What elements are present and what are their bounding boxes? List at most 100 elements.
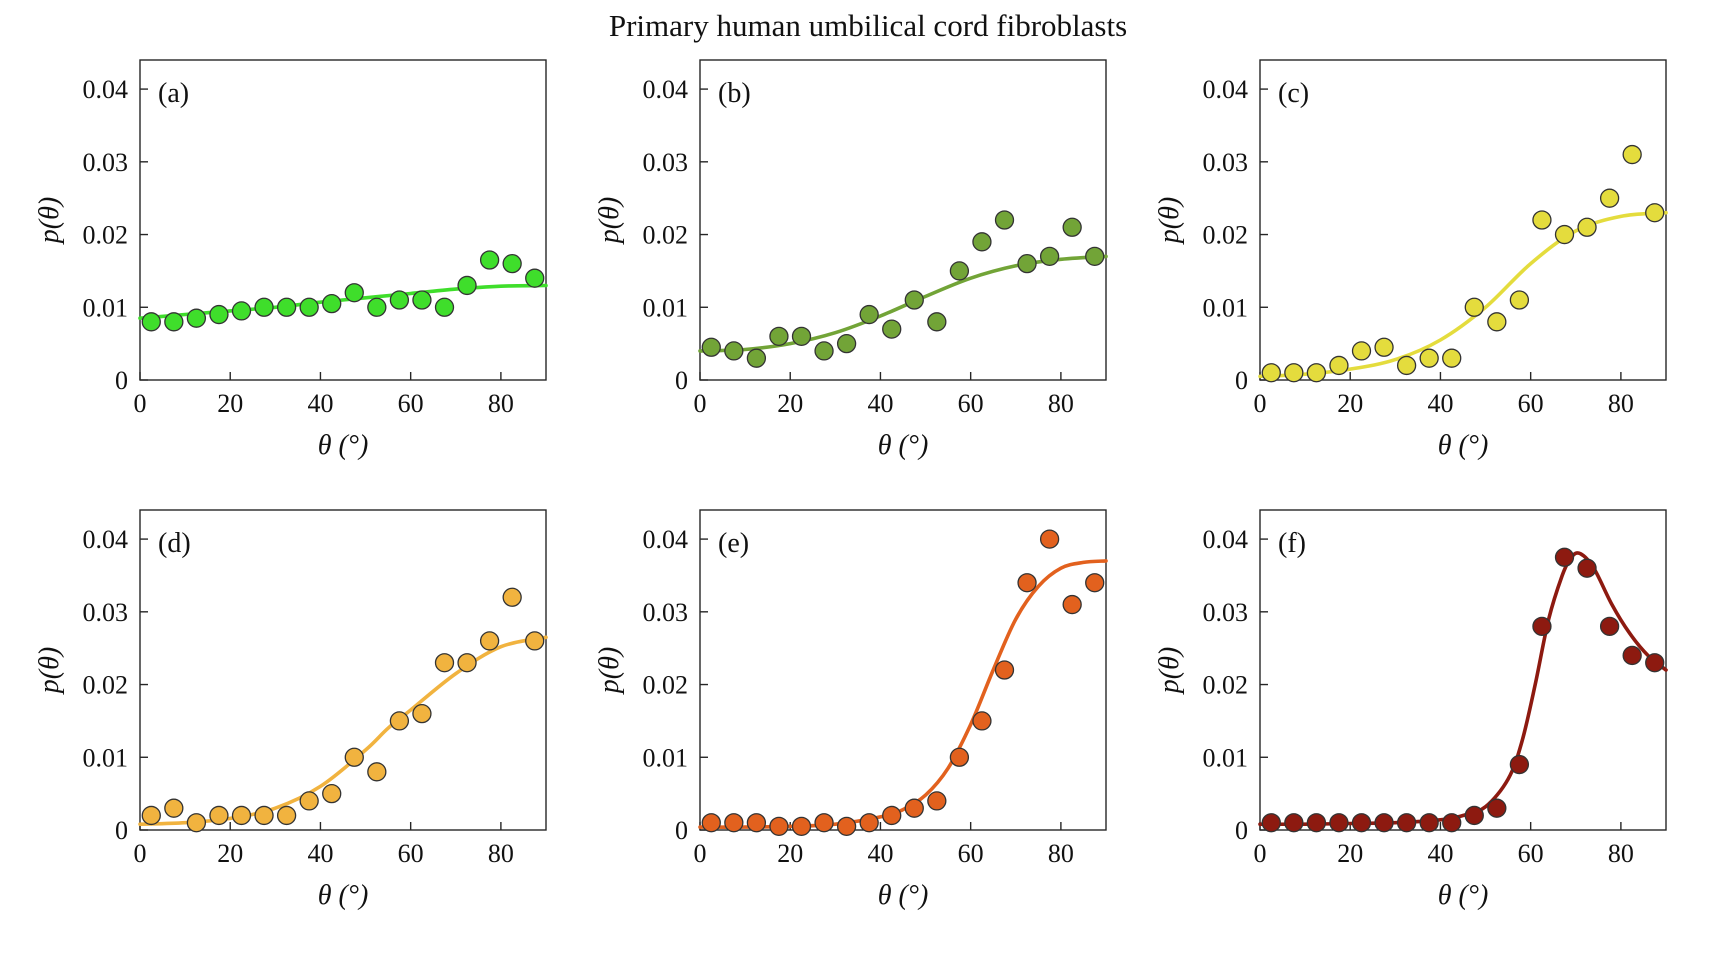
data-point bbox=[1554, 224, 1575, 245]
y-tick-label: 0.02 bbox=[1203, 221, 1249, 250]
x-tick-label: 40 bbox=[867, 389, 893, 418]
axes-box bbox=[139, 59, 547, 381]
x-tick-label: 20 bbox=[777, 839, 803, 868]
data-point bbox=[254, 297, 274, 317]
data-point bbox=[972, 711, 992, 731]
data-point bbox=[1351, 341, 1372, 361]
data-point bbox=[1284, 363, 1304, 383]
data-point bbox=[322, 293, 342, 314]
x-tick-label: 20 bbox=[1337, 389, 1363, 418]
data-point bbox=[1532, 210, 1552, 230]
fit-curve bbox=[698, 254, 1108, 353]
data-point bbox=[457, 653, 477, 673]
data-point bbox=[791, 816, 812, 837]
y-tick-label: 0.04 bbox=[1203, 75, 1249, 104]
data-point bbox=[1261, 813, 1281, 833]
data-point bbox=[904, 798, 924, 818]
y-tick-label: 0.03 bbox=[83, 598, 129, 627]
chart-canvas-d: 0 20 40 60 80 0 0.01 0.02 0.03 0.04 (d) θ (°) p(θ) bbox=[34, 509, 548, 911]
x-tick-label: 80 bbox=[488, 839, 514, 868]
data-point bbox=[859, 304, 879, 325]
x-tick-label: 80 bbox=[1608, 839, 1634, 868]
y-axis-label: p(θ) bbox=[34, 647, 65, 695]
data-point bbox=[994, 660, 1015, 680]
data-point bbox=[1487, 798, 1507, 818]
data-point bbox=[344, 747, 364, 767]
x-tick-label: 80 bbox=[1608, 389, 1634, 418]
y-tick-label: 0.02 bbox=[1203, 671, 1249, 700]
chart-canvas-a: 0 20 40 60 80 0 0.01 0.02 0.03 0.04 (a) θ (°) p(θ) bbox=[34, 59, 548, 461]
data-point bbox=[164, 312, 184, 332]
data-point bbox=[949, 747, 970, 767]
data-point bbox=[836, 816, 857, 837]
data-point bbox=[164, 798, 184, 818]
data-point bbox=[1062, 217, 1082, 237]
y-axis-label: p(θ) bbox=[1154, 197, 1185, 245]
data-point bbox=[882, 319, 902, 339]
data-point bbox=[479, 250, 500, 270]
fit-curve bbox=[138, 635, 548, 826]
y-tick-label: 0 bbox=[675, 366, 688, 395]
y-tick-label: 0 bbox=[675, 816, 688, 845]
chart-panel-d: 0 20 40 60 80 0 0.01 0.02 0.03 0.04 (d) θ (°) p(θ) bbox=[28, 496, 588, 946]
y-tick-label: 0.02 bbox=[83, 671, 129, 700]
y-tick-label: 0.03 bbox=[643, 598, 689, 627]
x-tick-label: 20 bbox=[1337, 839, 1363, 868]
data-point bbox=[1396, 355, 1417, 376]
fit-curve bbox=[1258, 210, 1668, 379]
axes-box bbox=[139, 509, 547, 831]
data-point bbox=[1039, 246, 1060, 267]
data-point bbox=[479, 631, 500, 651]
data-point bbox=[994, 210, 1015, 230]
axes-box bbox=[699, 509, 1107, 831]
data-point bbox=[836, 333, 857, 354]
chart-panel-b: 0 20 40 60 80 0 0.01 0.02 0.03 0.04 (b) θ (°) p(θ) bbox=[588, 46, 1148, 496]
x-tick-label: 80 bbox=[1048, 839, 1074, 868]
x-tick-label: 80 bbox=[488, 389, 514, 418]
data-point bbox=[1039, 529, 1060, 549]
data-point bbox=[457, 275, 477, 296]
data-point bbox=[814, 341, 834, 361]
data-point bbox=[276, 297, 297, 317]
y-tick-label: 0.03 bbox=[643, 148, 689, 177]
data-point bbox=[1017, 253, 1037, 274]
x-tick-label: 60 bbox=[398, 839, 424, 868]
data-point bbox=[412, 703, 432, 724]
y-tick-label: 0 bbox=[1235, 366, 1248, 395]
y-tick-label: 0.04 bbox=[83, 75, 129, 104]
x-tick-label: 0 bbox=[694, 839, 707, 868]
data-point bbox=[322, 783, 342, 804]
data-point bbox=[1622, 144, 1642, 165]
y-tick-label: 0.02 bbox=[643, 221, 689, 250]
data-point bbox=[746, 813, 767, 833]
data-point bbox=[186, 308, 207, 328]
y-tick-label: 0.01 bbox=[1203, 743, 1249, 772]
data-point bbox=[141, 805, 161, 826]
x-axis-label: θ (°) bbox=[878, 880, 929, 911]
data-point bbox=[927, 312, 947, 332]
x-axis-label: θ (°) bbox=[878, 430, 929, 461]
y-tick-label: 0.02 bbox=[83, 221, 129, 250]
chart-canvas-f: 0 20 40 60 80 0 0.01 0.02 0.03 0.04 (f) θ (°) p(θ) bbox=[1154, 509, 1668, 911]
y-tick-label: 0 bbox=[1235, 816, 1248, 845]
x-tick-label: 20 bbox=[217, 839, 243, 868]
data-point bbox=[1645, 203, 1665, 223]
data-point bbox=[434, 653, 455, 673]
data-point bbox=[299, 791, 319, 811]
data-point bbox=[1306, 813, 1327, 833]
data-point bbox=[141, 312, 161, 332]
data-point bbox=[1509, 290, 1530, 310]
axes-box bbox=[1259, 59, 1667, 381]
data-point bbox=[502, 253, 522, 274]
data-point bbox=[927, 791, 947, 811]
data-point bbox=[367, 762, 387, 782]
data-point bbox=[1329, 813, 1349, 833]
data-point bbox=[724, 341, 744, 361]
y-tick-label: 0.04 bbox=[1203, 525, 1249, 554]
panel-label: (f) bbox=[1278, 528, 1306, 559]
x-axis-label: θ (°) bbox=[1438, 880, 1489, 911]
panel-label: (c) bbox=[1278, 78, 1309, 109]
fit-curve bbox=[1258, 551, 1668, 827]
data-point bbox=[859, 813, 879, 833]
